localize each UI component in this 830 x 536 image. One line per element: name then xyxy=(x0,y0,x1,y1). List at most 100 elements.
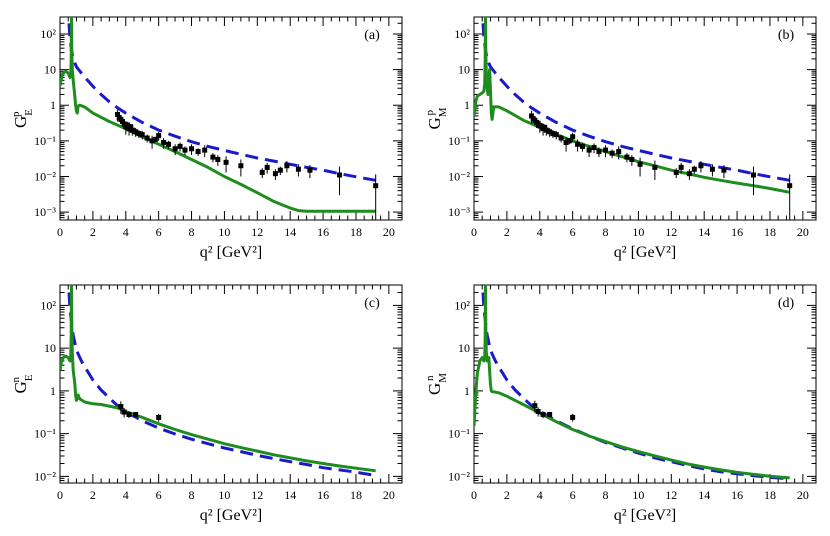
x-tick-label: 20 xyxy=(797,488,809,502)
x-tick-label: 10 xyxy=(632,225,644,239)
data-point xyxy=(177,143,183,149)
data-point xyxy=(616,149,622,155)
x-tick-label: 8 xyxy=(189,488,195,502)
data-point xyxy=(136,131,142,137)
data-point xyxy=(686,171,692,177)
data-point xyxy=(259,169,265,175)
data-point xyxy=(156,133,162,139)
data-point xyxy=(115,111,121,117)
x-tick-label: 18 xyxy=(764,488,776,502)
y-tick-label: 10² xyxy=(454,27,470,41)
plot-area xyxy=(60,285,376,477)
x-tick-label: 14 xyxy=(698,488,710,502)
x-tick-label: 6 xyxy=(570,225,576,239)
y-tick-label: 10⁻³ xyxy=(34,205,56,219)
data-point xyxy=(637,161,643,167)
y-tick-label: 10⁻³ xyxy=(448,205,470,219)
y-tick-label: 10⁻² xyxy=(448,169,470,183)
data-point xyxy=(307,167,313,173)
data-point xyxy=(580,143,586,149)
x-tick-label: 8 xyxy=(603,225,609,239)
x-tick-label: 0 xyxy=(471,225,477,239)
data-point xyxy=(575,141,581,147)
x-tick-label: 4 xyxy=(537,488,543,502)
data-point xyxy=(652,164,658,170)
panel-label: (b) xyxy=(778,28,795,43)
x-axis-label: q² [GeV²] xyxy=(200,507,262,524)
data-point xyxy=(202,147,208,153)
y-label-main: G xyxy=(425,383,444,395)
panel-label: (a) xyxy=(364,28,380,43)
data-point xyxy=(149,138,155,144)
x-tick-label: 4 xyxy=(123,488,129,502)
x-tick-label: 0 xyxy=(57,225,63,239)
data-point xyxy=(189,146,195,152)
dashed-model-curve xyxy=(67,23,376,182)
data-point xyxy=(128,124,134,130)
x-tick-label: 16 xyxy=(317,225,329,239)
data-point xyxy=(133,412,139,418)
dashed-model-curve xyxy=(481,23,790,182)
x-tick-label: 4 xyxy=(123,225,129,239)
plot-frame xyxy=(473,284,817,484)
y-label-main: G xyxy=(11,381,30,393)
dashed-model-curve xyxy=(481,292,790,481)
data-point xyxy=(337,172,343,178)
x-tick-label: 8 xyxy=(603,488,609,502)
y-label-sub: E xyxy=(23,374,35,381)
panel-label: (d) xyxy=(778,296,795,311)
data-point xyxy=(172,146,178,152)
x-tick-label: 0 xyxy=(57,488,63,502)
y-label-main: G xyxy=(425,117,444,129)
x-tick-label: 18 xyxy=(350,488,362,502)
x-tick-label: 8 xyxy=(189,225,195,239)
y-axis-label: GMn xyxy=(424,373,449,395)
data-point xyxy=(570,414,576,420)
data-point xyxy=(161,139,167,145)
data-point xyxy=(156,414,162,420)
data-point xyxy=(596,149,602,155)
y-label-sub: M xyxy=(437,107,449,117)
x-tick-label: 16 xyxy=(317,488,329,502)
y-tick-label: 10 xyxy=(44,63,56,77)
data-point xyxy=(238,163,244,169)
y-tick-label: 10⁻¹ xyxy=(34,134,56,148)
plot-area xyxy=(474,17,793,220)
x-tick-label: 20 xyxy=(383,488,395,502)
data-point xyxy=(195,149,201,155)
data-point xyxy=(543,127,549,133)
panel-c: 0 2 4 6 8 10 12 14 16 18 20 10⁻² 10⁻¹ 1 10 10² q² [GeV²]… xyxy=(10,284,403,524)
data-point xyxy=(373,183,379,189)
data-point xyxy=(264,164,270,170)
data-point xyxy=(215,156,221,162)
x-tick-label: 10 xyxy=(218,488,230,502)
x-axis-label: q² [GeV²] xyxy=(614,507,676,524)
dashed-model-curve xyxy=(67,292,376,477)
plot-area xyxy=(60,17,379,220)
y-label-sub: E xyxy=(23,109,35,116)
data-point xyxy=(124,122,130,128)
data-point xyxy=(295,166,301,172)
data-point xyxy=(698,163,704,169)
data-point xyxy=(591,145,597,151)
x-tick-label: 14 xyxy=(284,225,296,239)
data-point xyxy=(538,123,544,129)
x-tick-label: 14 xyxy=(284,488,296,502)
x-tick-label: 0 xyxy=(471,488,477,502)
data-point xyxy=(624,154,630,160)
y-tick-label: 10⁻² xyxy=(448,469,470,483)
data-point xyxy=(691,166,697,172)
y-axis-label: GEn xyxy=(10,374,35,393)
data-point xyxy=(118,404,124,410)
panel-b: 0 2 4 6 8 10 12 14 16 18 20 10⁻³ 10⁻² 10⁻¹ 1 10 10² q² [G… xyxy=(424,16,817,261)
data-point xyxy=(603,147,609,153)
x-tick-label: 18 xyxy=(350,225,362,239)
x-tick-label: 12 xyxy=(251,225,263,239)
data-point xyxy=(629,156,635,162)
x-tick-label: 16 xyxy=(731,488,743,502)
data-point xyxy=(210,154,216,160)
solid-model-curve xyxy=(474,17,790,194)
y-tick-label: 10² xyxy=(454,298,470,312)
plot-frame xyxy=(59,16,403,221)
y-tick-label: 10⁻¹ xyxy=(34,427,56,441)
